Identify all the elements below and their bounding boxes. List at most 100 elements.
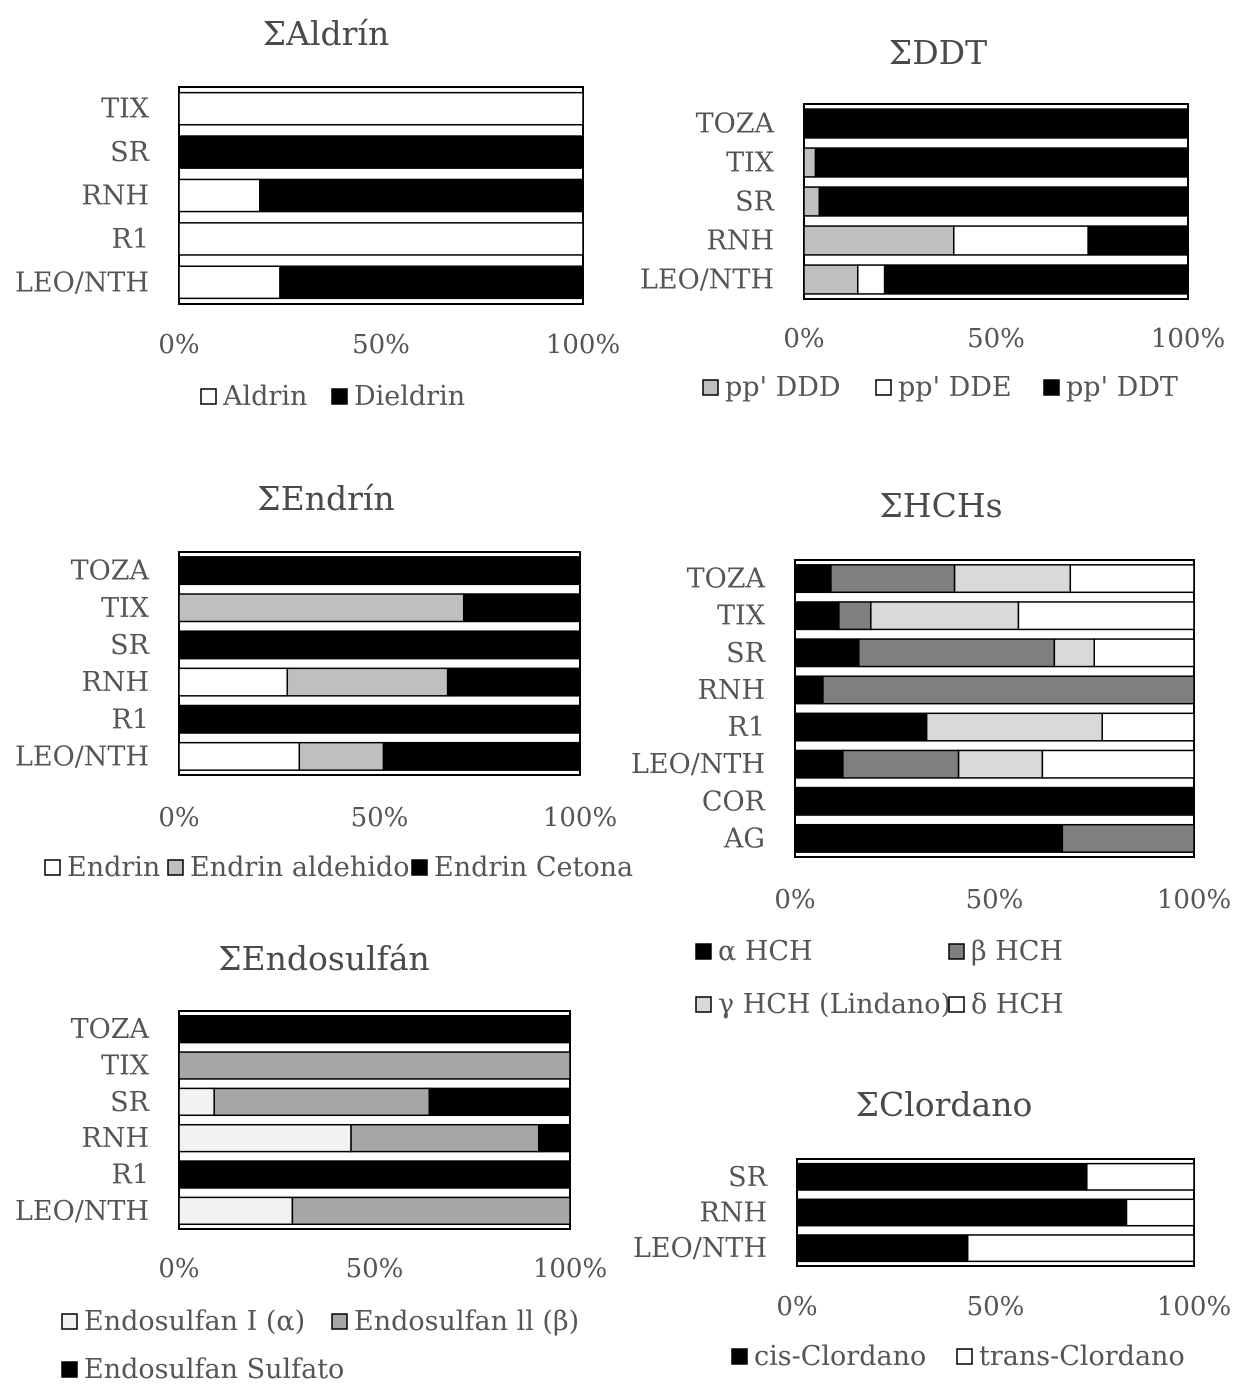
legend-label: Endrin xyxy=(67,852,160,883)
legend-swatch xyxy=(875,379,892,396)
legend-swatch xyxy=(702,379,719,396)
chart-endosulfan: ΣEndosulfán TOZA TIX SR RNH R1 LEO/NTH 0% 50% 100… xyxy=(15,939,607,1385)
x-tick-label: 50% xyxy=(966,885,1024,915)
bar-segment xyxy=(803,264,859,295)
bar-segment xyxy=(966,1234,1195,1263)
bar-segment xyxy=(953,564,1072,594)
category-label: RNH xyxy=(82,667,150,698)
chart-title: ΣEndrín xyxy=(257,479,394,518)
bar-segment xyxy=(794,638,860,668)
x-tick-label: 0% xyxy=(158,1254,199,1284)
bar-segment xyxy=(178,593,465,623)
bar-segment xyxy=(794,749,844,779)
bar-segment xyxy=(803,147,817,178)
bar-segment xyxy=(1017,601,1195,631)
category-label: LEO/NTH xyxy=(15,267,149,298)
category-label: LEO/NTH xyxy=(640,265,774,296)
legend-label: pp' DDE xyxy=(898,372,1012,403)
category-label: LEO/NTH xyxy=(633,1233,767,1264)
legend-item: Endosulfan Sulfato xyxy=(61,1354,344,1385)
legend-swatch xyxy=(167,859,184,876)
category-label: TOZA xyxy=(687,564,766,595)
category-label: R1 xyxy=(111,224,149,255)
bar-segment xyxy=(213,1087,430,1117)
legend-item: γ HCH (Lindano) xyxy=(695,989,951,1020)
bar-segment xyxy=(178,667,289,697)
bar-segment xyxy=(279,265,584,300)
x-tick-label: 50% xyxy=(967,324,1025,354)
x-tick-label: 100% xyxy=(1157,885,1231,915)
bar-segment xyxy=(178,1087,215,1117)
x-tick-label: 0% xyxy=(158,330,199,360)
category-label: RNH xyxy=(82,1123,150,1154)
bar-segment xyxy=(830,564,956,594)
category-label: LEO/NTH xyxy=(15,1196,149,1227)
chart-aldrin: ΣAldrín TIX SR RNH R1 LEO/NTH 0% 50% 100% Aldrin D… xyxy=(15,14,620,412)
bar-segment xyxy=(1125,1198,1195,1227)
category-label: TOZA xyxy=(696,109,775,140)
category-label: SR xyxy=(726,638,765,669)
legend-swatch xyxy=(695,996,712,1013)
chart-title: ΣHCHs xyxy=(879,486,1002,525)
legend-swatch xyxy=(44,859,61,876)
bar-segment xyxy=(803,225,955,256)
legend-swatch xyxy=(695,943,712,960)
legend-label: cis-Clordano xyxy=(754,1341,926,1372)
bar-segment xyxy=(178,1196,294,1226)
bar-segment xyxy=(259,178,584,213)
bar-segment xyxy=(957,749,1044,779)
legend-item: cis-Clordano xyxy=(731,1341,926,1372)
bar-segment xyxy=(796,1162,1088,1191)
x-tick-label: 0% xyxy=(776,1292,817,1322)
bar-segment xyxy=(1053,638,1095,668)
legend-item: Endrin Cetona xyxy=(411,852,633,883)
chart-title: ΣDDT xyxy=(889,33,987,72)
bar-segment xyxy=(822,675,1195,705)
legend-label: Endosulfan Sulfato xyxy=(84,1354,344,1385)
legend-swatch xyxy=(61,1313,78,1330)
legend-swatch xyxy=(411,859,428,876)
category-label: SR xyxy=(110,630,149,661)
x-tick-label: 100% xyxy=(533,1254,607,1284)
bar-segment xyxy=(537,1123,571,1153)
category-label: SR xyxy=(728,1162,767,1193)
category-label: RNH xyxy=(707,226,775,257)
x-tick-label: 50% xyxy=(352,330,410,360)
legend-item: Endosulfan ll (β) xyxy=(331,1306,579,1337)
bar-segment xyxy=(794,786,1195,816)
bar-segment xyxy=(803,108,1189,139)
category-label: R1 xyxy=(727,712,765,743)
bar-segment xyxy=(178,1160,571,1189)
x-tick-label: 0% xyxy=(783,324,824,354)
bar-segment xyxy=(1061,823,1195,853)
x-tick-label: 50% xyxy=(967,1292,1025,1322)
bar-segment xyxy=(794,675,824,705)
x-tick-label: 0% xyxy=(158,803,199,833)
category-label: TIX xyxy=(726,148,775,179)
bar-segment xyxy=(178,178,261,213)
legend-label: α HCH xyxy=(718,936,813,967)
category-label: RNH xyxy=(698,675,766,706)
bar-segment xyxy=(803,186,821,217)
plot-frame xyxy=(178,551,581,776)
bar-segment xyxy=(953,225,1089,256)
bar-segment xyxy=(382,741,581,771)
bar-segment xyxy=(178,630,581,660)
bar-segment xyxy=(814,147,1189,178)
bar-segment xyxy=(1069,564,1195,594)
category-label: RNH xyxy=(82,181,150,212)
legend-label: Endosulfan I (α) xyxy=(84,1306,305,1337)
legend-swatch xyxy=(331,1313,348,1330)
bar-segment xyxy=(1086,1162,1195,1191)
chart-endrin: ΣEndrín TOZA TIX SR RNH R1 LEO/NTH 0% 50% 100% End… xyxy=(15,479,633,883)
bar-segment xyxy=(794,712,928,742)
bar-segment xyxy=(794,823,1064,853)
category-label: SR xyxy=(110,1087,149,1118)
legend-item: Endrin aldehido xyxy=(167,852,409,883)
legend-swatch xyxy=(331,388,348,405)
legend-label: pp' DDT xyxy=(1066,372,1178,403)
chart-title: ΣEndosulfán xyxy=(218,939,430,978)
legend-item: β HCH xyxy=(948,936,1063,967)
legend-swatch xyxy=(61,1361,78,1378)
legend-label: γ HCH (Lindano) xyxy=(718,989,951,1020)
